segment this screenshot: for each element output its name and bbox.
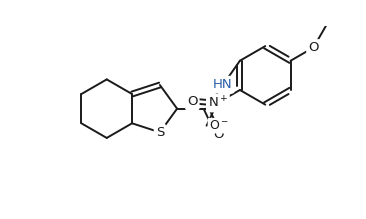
Text: O: O (308, 41, 319, 54)
Text: S: S (156, 126, 164, 139)
Text: HN: HN (213, 78, 232, 91)
Text: N$^+$: N$^+$ (208, 95, 228, 111)
Text: O$^-$: O$^-$ (209, 119, 229, 132)
Text: O: O (213, 128, 223, 141)
Text: O: O (187, 95, 198, 108)
